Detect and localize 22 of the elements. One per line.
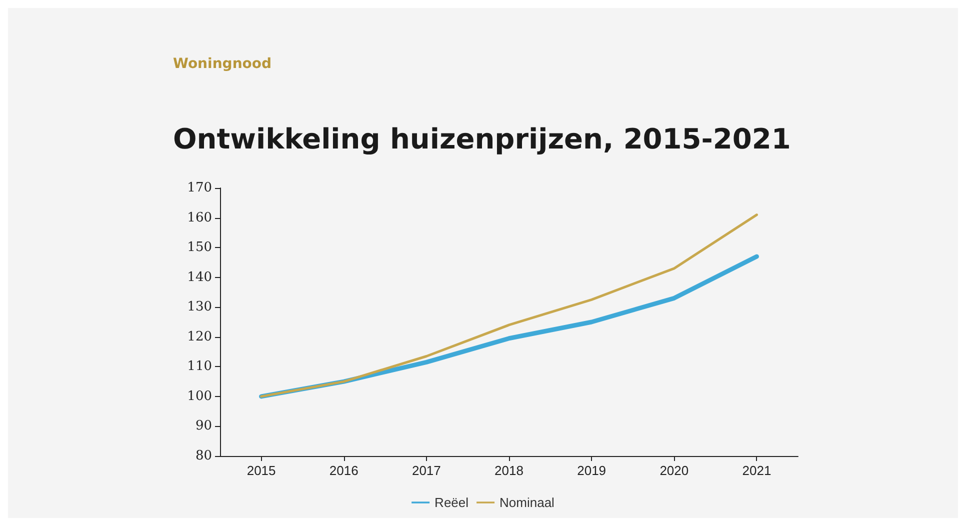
- chart-subtitle: Woningnood: [173, 56, 272, 72]
- y-tick-label: 80: [195, 448, 212, 464]
- y-tick-label: 100: [187, 388, 212, 404]
- y-tick-label: 130: [187, 300, 212, 315]
- chart-title: Ontwikkeling huizenprijzen, 2015-2021: [173, 122, 791, 156]
- x-tick-label: 2018: [494, 463, 524, 478]
- y-tick-label: 90: [195, 418, 212, 434]
- x-tick-label: 2015: [246, 463, 276, 478]
- x-tick-label: 2021: [742, 463, 772, 478]
- x-tick-label: 2020: [660, 463, 689, 478]
- y-tick-label: 110: [187, 359, 212, 374]
- y-tick-label: 150: [187, 240, 212, 256]
- x-tick-label: 2016: [329, 463, 358, 478]
- x-tick-label: 2017: [412, 463, 441, 478]
- y-tick-label: 170: [187, 180, 212, 196]
- legend-label: Nominaal: [500, 495, 555, 510]
- x-tick-label: 2019: [577, 463, 606, 478]
- y-tick-label: 140: [187, 270, 212, 285]
- y-tick-label: 120: [187, 329, 212, 344]
- line-series: [260, 214, 758, 398]
- y-tick-label: 160: [187, 210, 212, 226]
- legend-label: Reëel: [434, 495, 469, 510]
